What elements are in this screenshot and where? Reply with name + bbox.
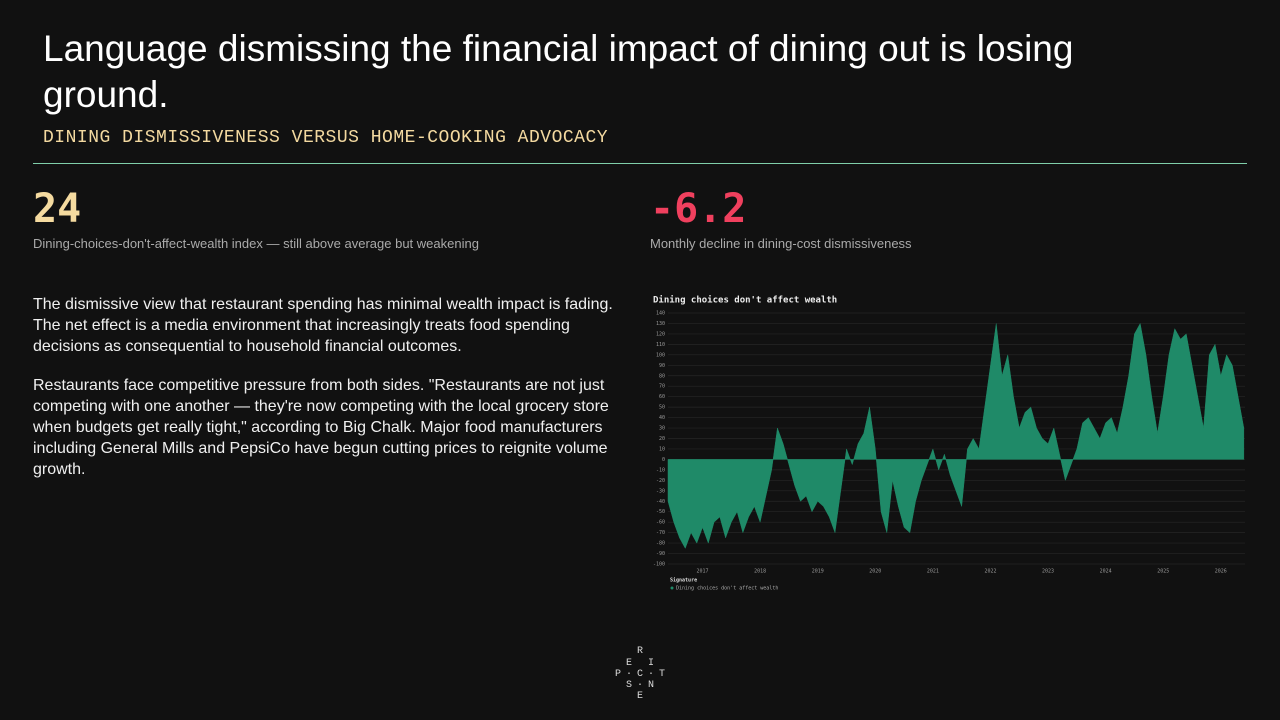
y-tick-label: 20 [659,436,665,442]
stat-value: 24 [33,186,82,232]
logo-dot: · [637,680,644,691]
x-tick-label: 2022 [984,569,996,575]
x-tick-label: 2020 [869,569,881,575]
paragraph: Restaurants face competitive pressure fr… [33,377,609,478]
logo-letter: P [615,669,622,680]
logo-letter: R [637,646,644,657]
x-tick-label: 2025 [1157,569,1169,575]
logo-letter: T [659,669,666,680]
chart: Dining choices don't affect wealth -100-… [653,295,1245,592]
y-tick-label: -80 [656,541,665,547]
x-tick-label: 2023 [1042,569,1054,575]
y-tick-label: 90 [659,363,665,369]
y-tick-label: 50 [659,405,665,411]
subtitle: DINING DISMISSIVENESS VERSUS HOME-COOKIN… [43,128,609,148]
logo: R E I P · C · T S · N E [610,646,670,702]
y-tick-label: 120 [656,331,665,337]
logo-letter: N [648,680,655,691]
legend-label: Dining choices don't affect wealth [676,586,778,592]
y-tick-label: -60 [656,520,665,526]
y-tick-label: 60 [659,394,665,400]
stat-value: -6.2 [650,186,747,232]
y-tick-label: 100 [656,352,665,358]
x-tick-label: 2019 [812,569,824,575]
y-tick-label: -40 [656,499,665,505]
y-tick-label: 0 [662,457,665,463]
logo-letter: C [637,669,644,680]
stat-caption: Monthly decline in dining-cost dismissiv… [650,236,912,251]
y-tick-label: 30 [659,426,665,432]
y-tick-label: 10 [659,446,665,452]
x-tick-label: 2021 [927,569,939,575]
title: Language dismissing the financial impact… [43,28,1074,115]
paragraph: The dismissive view that restaurant spen… [33,296,613,355]
y-tick-label: -10 [656,467,665,473]
y-tick-label: -30 [656,488,665,494]
x-tick-label: 2017 [697,569,709,575]
chart-title: Dining choices don't affect wealth [653,295,837,306]
x-tick-label: 2024 [1100,569,1112,575]
y-tick-label: -20 [656,478,665,484]
y-tick-label: -90 [656,551,665,557]
logo-dot: · [648,669,655,680]
y-tick-label: -100 [653,562,665,568]
y-tick-label: 130 [656,321,665,327]
area [667,322,1245,549]
x-tick-label: 2026 [1215,569,1227,575]
y-tick-label: 110 [656,342,665,348]
y-tick-label: 40 [659,415,665,421]
logo-letter: S [626,680,633,691]
y-tick-label: 70 [659,384,665,390]
x-tick-label: 2018 [754,569,766,575]
logo-dot: · [626,669,633,680]
logo-letter: E [637,691,644,702]
divider [33,163,1247,164]
y-tick-label: 80 [659,373,665,379]
stat-caption: Dining-choices-don't-affect-wealth index… [33,236,479,251]
legend-swatch [670,586,674,590]
legend-title: Signature [670,578,697,584]
y-tick-label: 140 [656,311,665,317]
logo-letter: I [648,658,655,669]
logo-letter: E [626,658,633,669]
y-tick-label: -70 [656,530,665,536]
y-tick-label: -50 [656,509,665,515]
